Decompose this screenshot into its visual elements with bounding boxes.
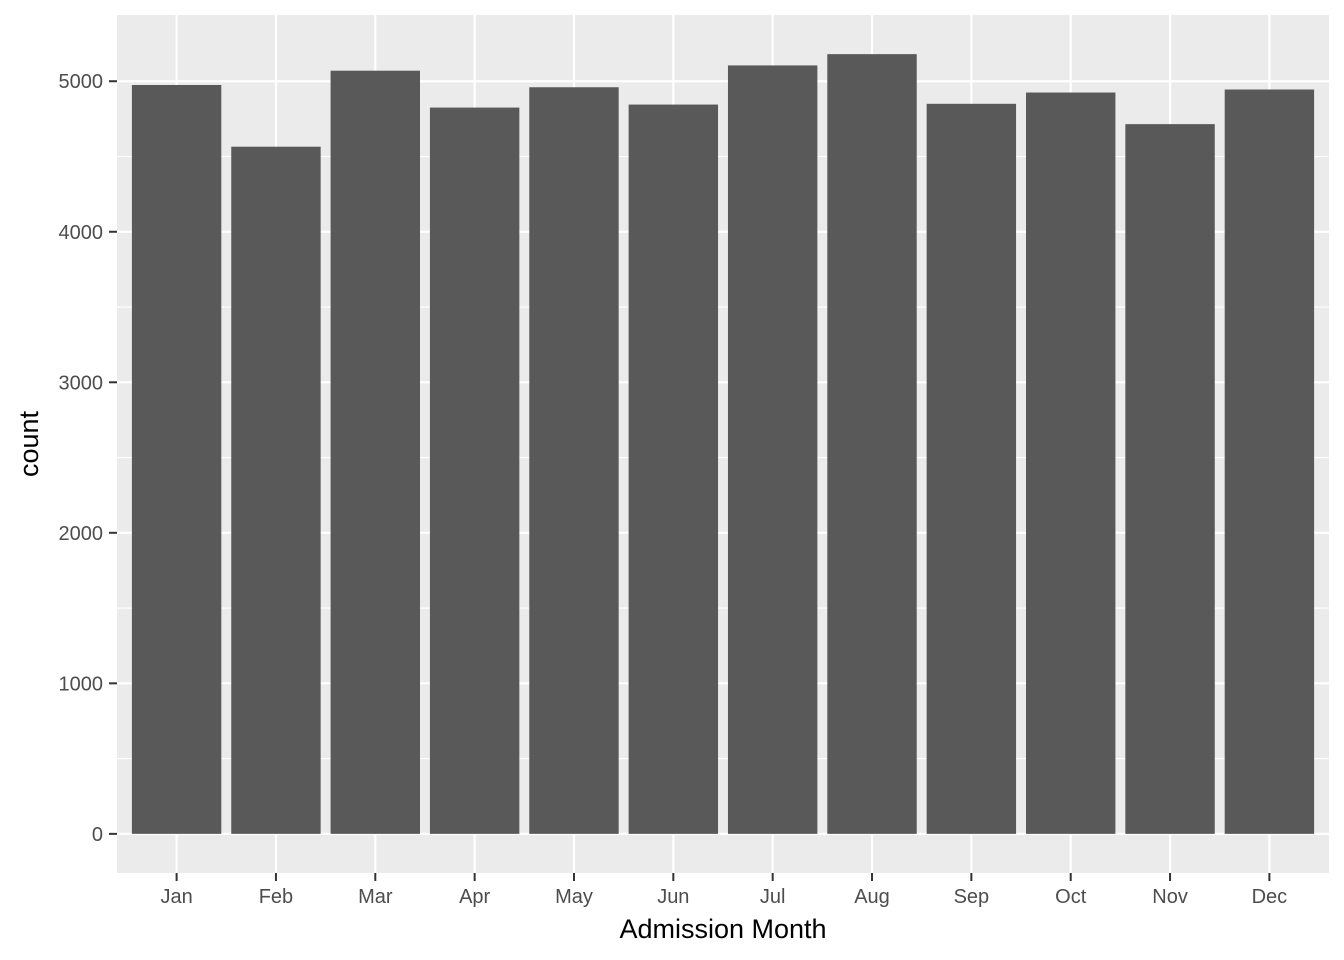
bar-dec xyxy=(1224,89,1315,834)
y-tick-label: 1000 xyxy=(59,673,104,695)
x-tick-label: Jun xyxy=(657,886,689,908)
bar-jan xyxy=(131,84,222,834)
x-tick-label: Mar xyxy=(358,886,393,908)
bar-jul xyxy=(727,65,818,834)
x-axis: Jan Feb Mar Apr May Jun Jul Aug Sep Oct Nov Dec xyxy=(160,873,1287,908)
y-tick-label: 5000 xyxy=(59,71,104,93)
bar-may xyxy=(529,87,619,834)
y-tick-label: 2000 xyxy=(59,523,104,545)
bar-feb xyxy=(231,146,321,834)
y-axis: 0 1000 2000 3000 4000 5000 xyxy=(59,71,117,846)
x-tick-label: Oct xyxy=(1055,886,1087,908)
x-tick-label: May xyxy=(555,886,593,908)
bar-apr xyxy=(429,107,520,834)
bars xyxy=(131,54,1315,834)
bar-jun xyxy=(628,104,719,834)
bar-aug xyxy=(827,54,917,834)
bar-nov xyxy=(1125,124,1215,834)
bar-oct xyxy=(1026,92,1116,834)
x-tick-label: Dec xyxy=(1252,886,1288,908)
x-tick-label: Jan xyxy=(160,886,192,908)
x-tick-label: Sep xyxy=(954,886,990,908)
x-tick-label: Aug xyxy=(854,886,890,908)
y-tick-label: 3000 xyxy=(59,372,104,394)
x-tick-label: Jul xyxy=(760,886,786,908)
y-tick-label: 0 xyxy=(92,824,103,846)
y-tick-label: 4000 xyxy=(59,222,104,244)
bar-mar xyxy=(330,70,420,834)
x-tick-label: Feb xyxy=(259,886,293,908)
bar-sep xyxy=(926,103,1017,834)
y-axis-title: count xyxy=(14,410,44,477)
x-axis-title: Admission Month xyxy=(619,914,826,944)
x-tick-label: Apr xyxy=(459,886,490,908)
x-tick-label: Nov xyxy=(1152,886,1188,908)
